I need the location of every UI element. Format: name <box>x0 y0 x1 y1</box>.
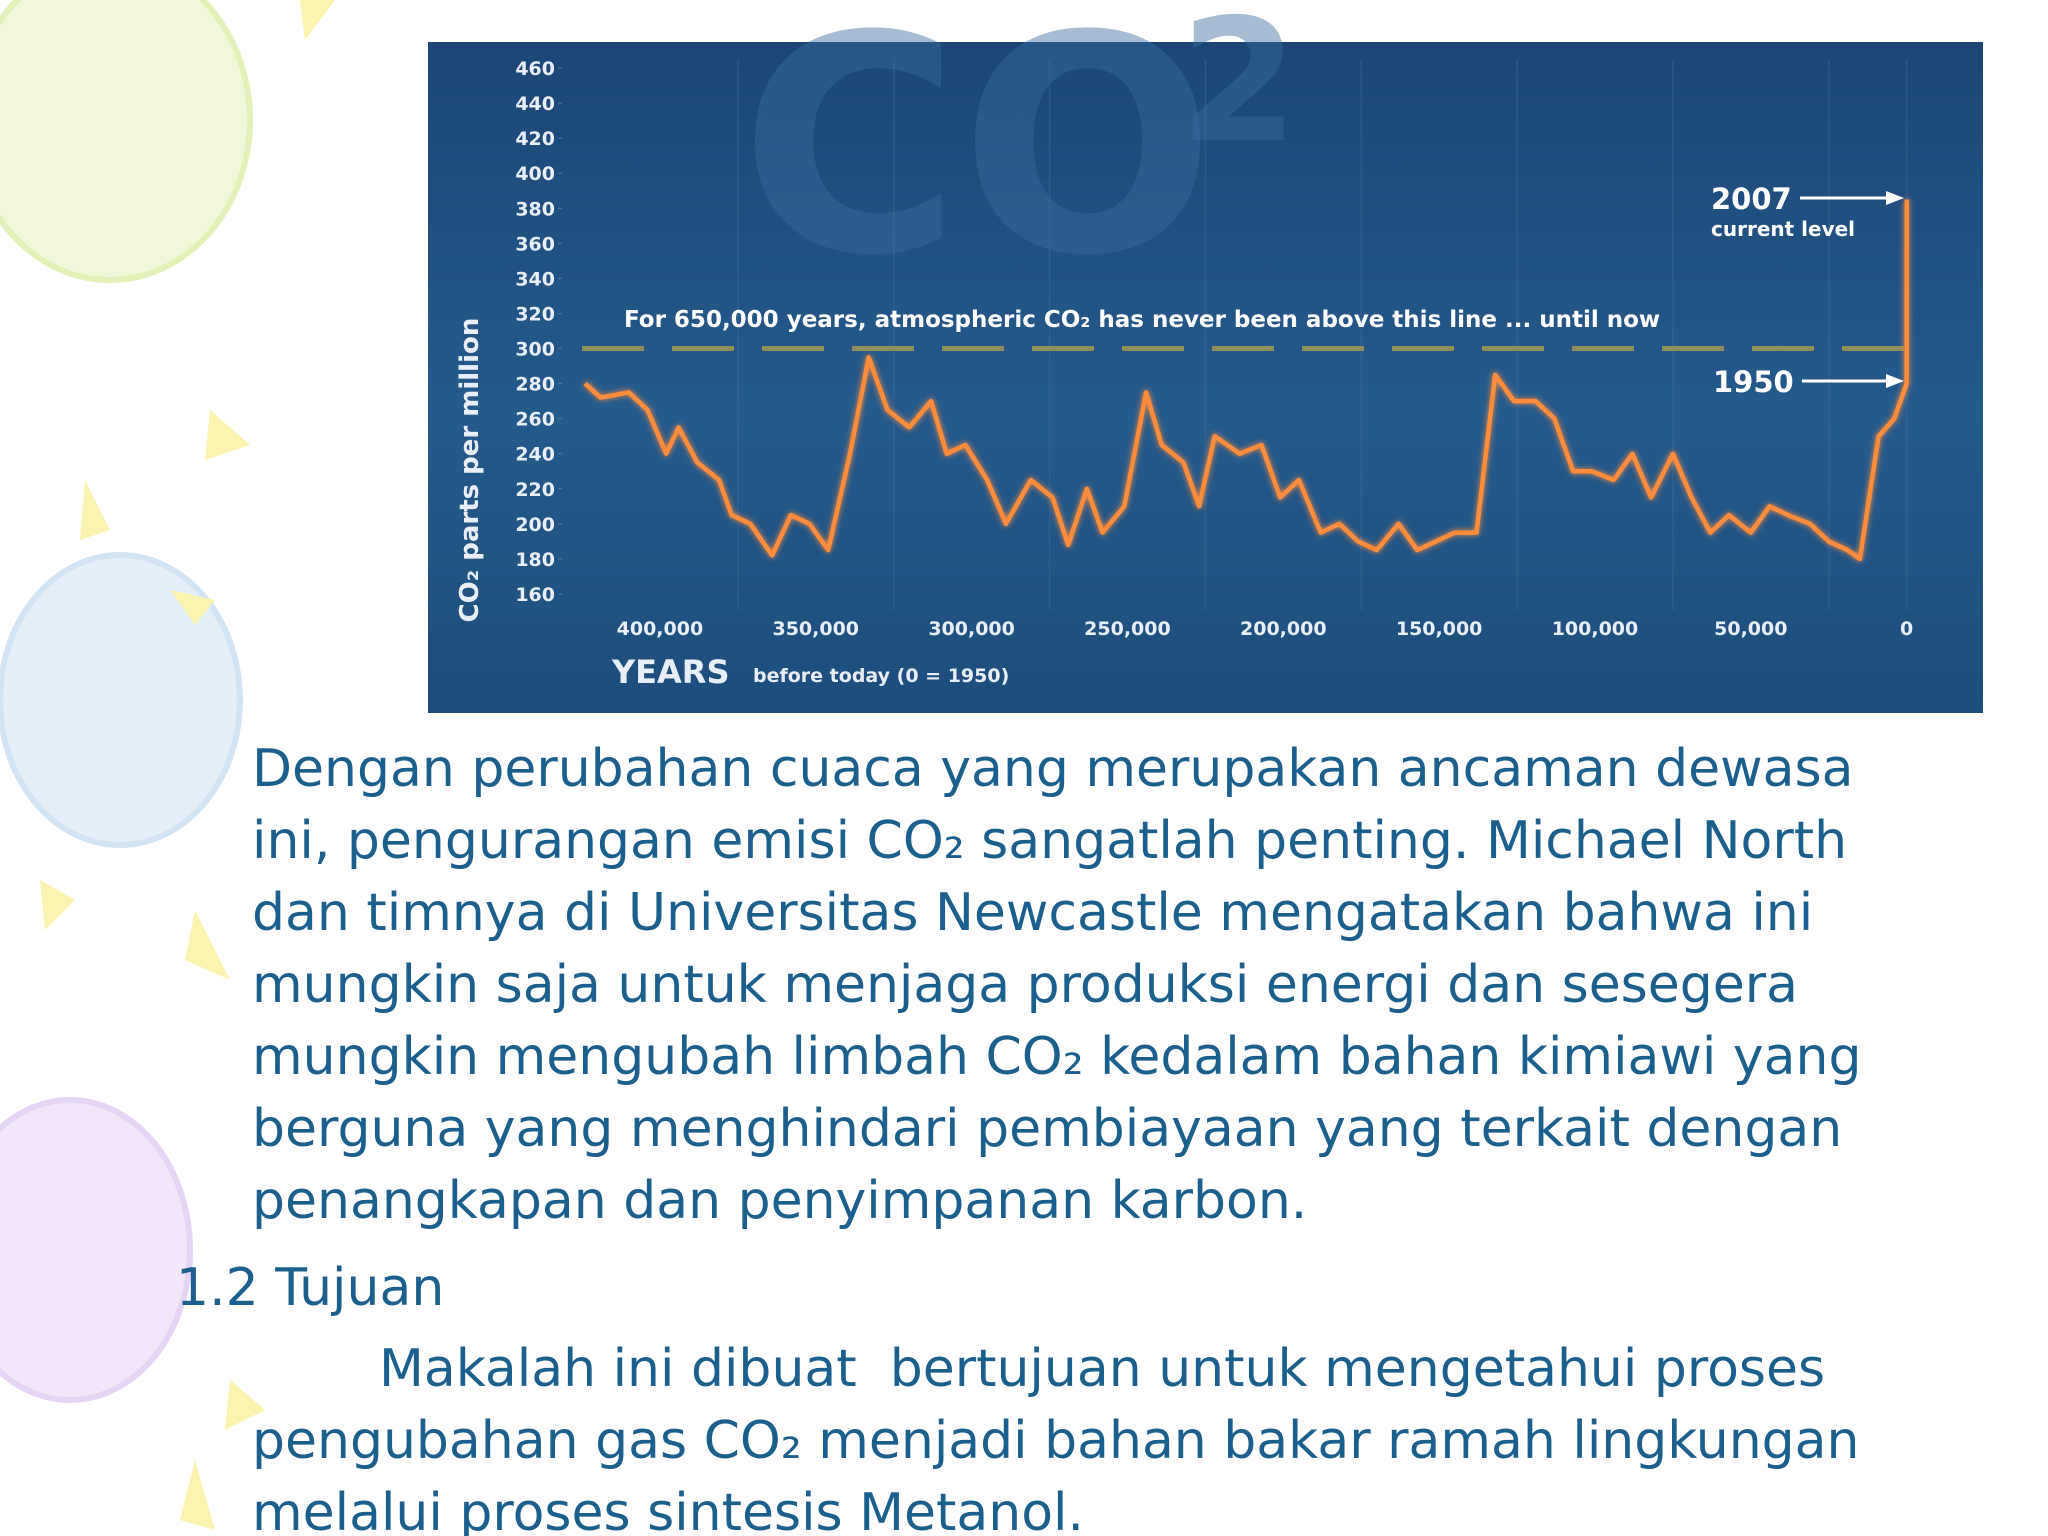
arrow-head <box>1886 374 1904 388</box>
x-tick-label: 150,000 <box>1396 618 1483 640</box>
arrow-head <box>1886 191 1904 205</box>
y-tick-label: 220 <box>515 479 555 501</box>
x-axis-note: before today (0 = 1950) <box>753 665 1009 687</box>
x-tick-label: 0 <box>1900 618 1913 640</box>
section-heading: 1.2 Tujuan <box>176 1258 444 1318</box>
chart: CO2 160 180 200 220 240 260 280 300 320 340 360 380 4… <box>455 0 1913 691</box>
background-decor <box>0 0 335 1530</box>
paragraph-line: dan timnya di Universitas Newcastle meng… <box>252 883 1813 943</box>
y-tick-label: 260 <box>515 409 555 431</box>
y-tick-label: 400 <box>515 163 555 185</box>
paragraph-line: Dengan perubahan cuaca yang merupakan an… <box>252 739 1853 799</box>
y-tick-label: 420 <box>515 128 555 150</box>
watermark-sup: 2 <box>1180 0 1298 181</box>
reference-label: For 650,000 years, atmospheric CO₂ has n… <box>624 307 1660 333</box>
x-tick-label: 200,000 <box>1240 618 1327 640</box>
y-axis-label: CO₂ parts per million <box>455 318 485 623</box>
y-tick-label: 320 <box>515 303 555 325</box>
x-tick-label: 250,000 <box>1084 618 1171 640</box>
x-axis-label: YEARS <box>611 653 729 691</box>
y-tick-label: 440 <box>515 93 555 115</box>
co2-line <box>583 199 1910 562</box>
x-tick-label: 400,000 <box>617 618 704 640</box>
y-tick-label: 180 <box>515 549 555 571</box>
x-tick-label: 350,000 <box>772 618 859 640</box>
paragraph-line: penangkapan dan penyimpanan karbon. <box>252 1171 1307 1231</box>
x-tick-label: 100,000 <box>1552 618 1639 640</box>
paragraph-line: mungkin mengubah limbah CO₂ kedalam baha… <box>252 1027 1862 1087</box>
annotation: 1950 <box>1713 365 1794 399</box>
paragraph-line: ini, pengurangan emisi CO₂ sangatlah pen… <box>252 811 1847 871</box>
y-tick-label: 340 <box>515 268 555 290</box>
y-tick-label: 300 <box>515 339 555 361</box>
y-tick-label: 360 <box>515 233 555 255</box>
x-tick-label: 50,000 <box>1714 618 1787 640</box>
y-tick-label: 460 <box>515 58 555 80</box>
annotation: 2007 <box>1711 182 1792 216</box>
y-tick-label: 160 <box>515 584 555 606</box>
x-tick-label: 300,000 <box>928 618 1015 640</box>
annotation-note: current level <box>1711 217 1855 241</box>
y-tick-label: 240 <box>515 444 555 466</box>
paragraph-line: mungkin saja untuk menjaga produksi ener… <box>252 955 1798 1015</box>
slide-text: Dengan perubahan cuaca yang merupakan an… <box>176 739 1862 1536</box>
paragraph-line: pengubahan gas CO₂ menjadi bahan bakar r… <box>252 1411 1860 1471</box>
paragraph-line: berguna yang menghindari pembiayaan yang… <box>252 1099 1842 1159</box>
watermark: CO <box>740 0 1215 321</box>
y-tick-label: 380 <box>515 198 555 220</box>
y-tick-label: 200 <box>515 514 555 536</box>
paragraph-line: melalui proses sintesis Metanol. <box>252 1483 1084 1536</box>
y-tick-label: 280 <box>515 374 555 396</box>
paragraph-line: Makalah ini dibuat bertujuan untuk menge… <box>379 1339 1825 1399</box>
